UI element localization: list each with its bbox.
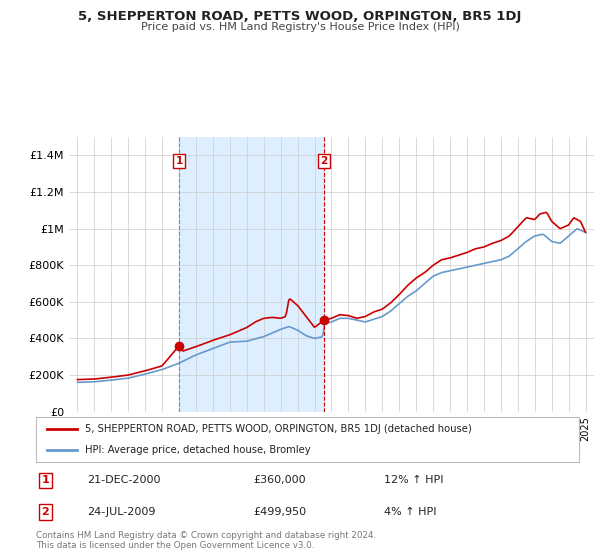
Text: £360,000: £360,000 [253, 475, 306, 486]
Text: 5, SHEPPERTON ROAD, PETTS WOOD, ORPINGTON, BR5 1DJ (detached house): 5, SHEPPERTON ROAD, PETTS WOOD, ORPINGTO… [85, 424, 472, 435]
Text: Contains HM Land Registry data © Crown copyright and database right 2024.
This d: Contains HM Land Registry data © Crown c… [36, 531, 376, 550]
Text: £499,950: £499,950 [253, 507, 307, 517]
Text: 4% ↑ HPI: 4% ↑ HPI [383, 507, 436, 517]
Text: 21-DEC-2000: 21-DEC-2000 [88, 475, 161, 486]
FancyBboxPatch shape [36, 417, 579, 462]
Text: 12% ↑ HPI: 12% ↑ HPI [383, 475, 443, 486]
Text: 2: 2 [320, 156, 328, 166]
Bar [179, 137, 324, 412]
Text: 1: 1 [175, 156, 183, 166]
Text: 1: 1 [41, 475, 49, 486]
Text: 5, SHEPPERTON ROAD, PETTS WOOD, ORPINGTON, BR5 1DJ: 5, SHEPPERTON ROAD, PETTS WOOD, ORPINGTO… [79, 10, 521, 23]
Text: 2: 2 [41, 507, 49, 517]
Text: 24-JUL-2009: 24-JUL-2009 [88, 507, 156, 517]
Text: HPI: Average price, detached house, Bromley: HPI: Average price, detached house, Brom… [85, 445, 310, 455]
Text: Price paid vs. HM Land Registry's House Price Index (HPI): Price paid vs. HM Land Registry's House … [140, 22, 460, 32]
